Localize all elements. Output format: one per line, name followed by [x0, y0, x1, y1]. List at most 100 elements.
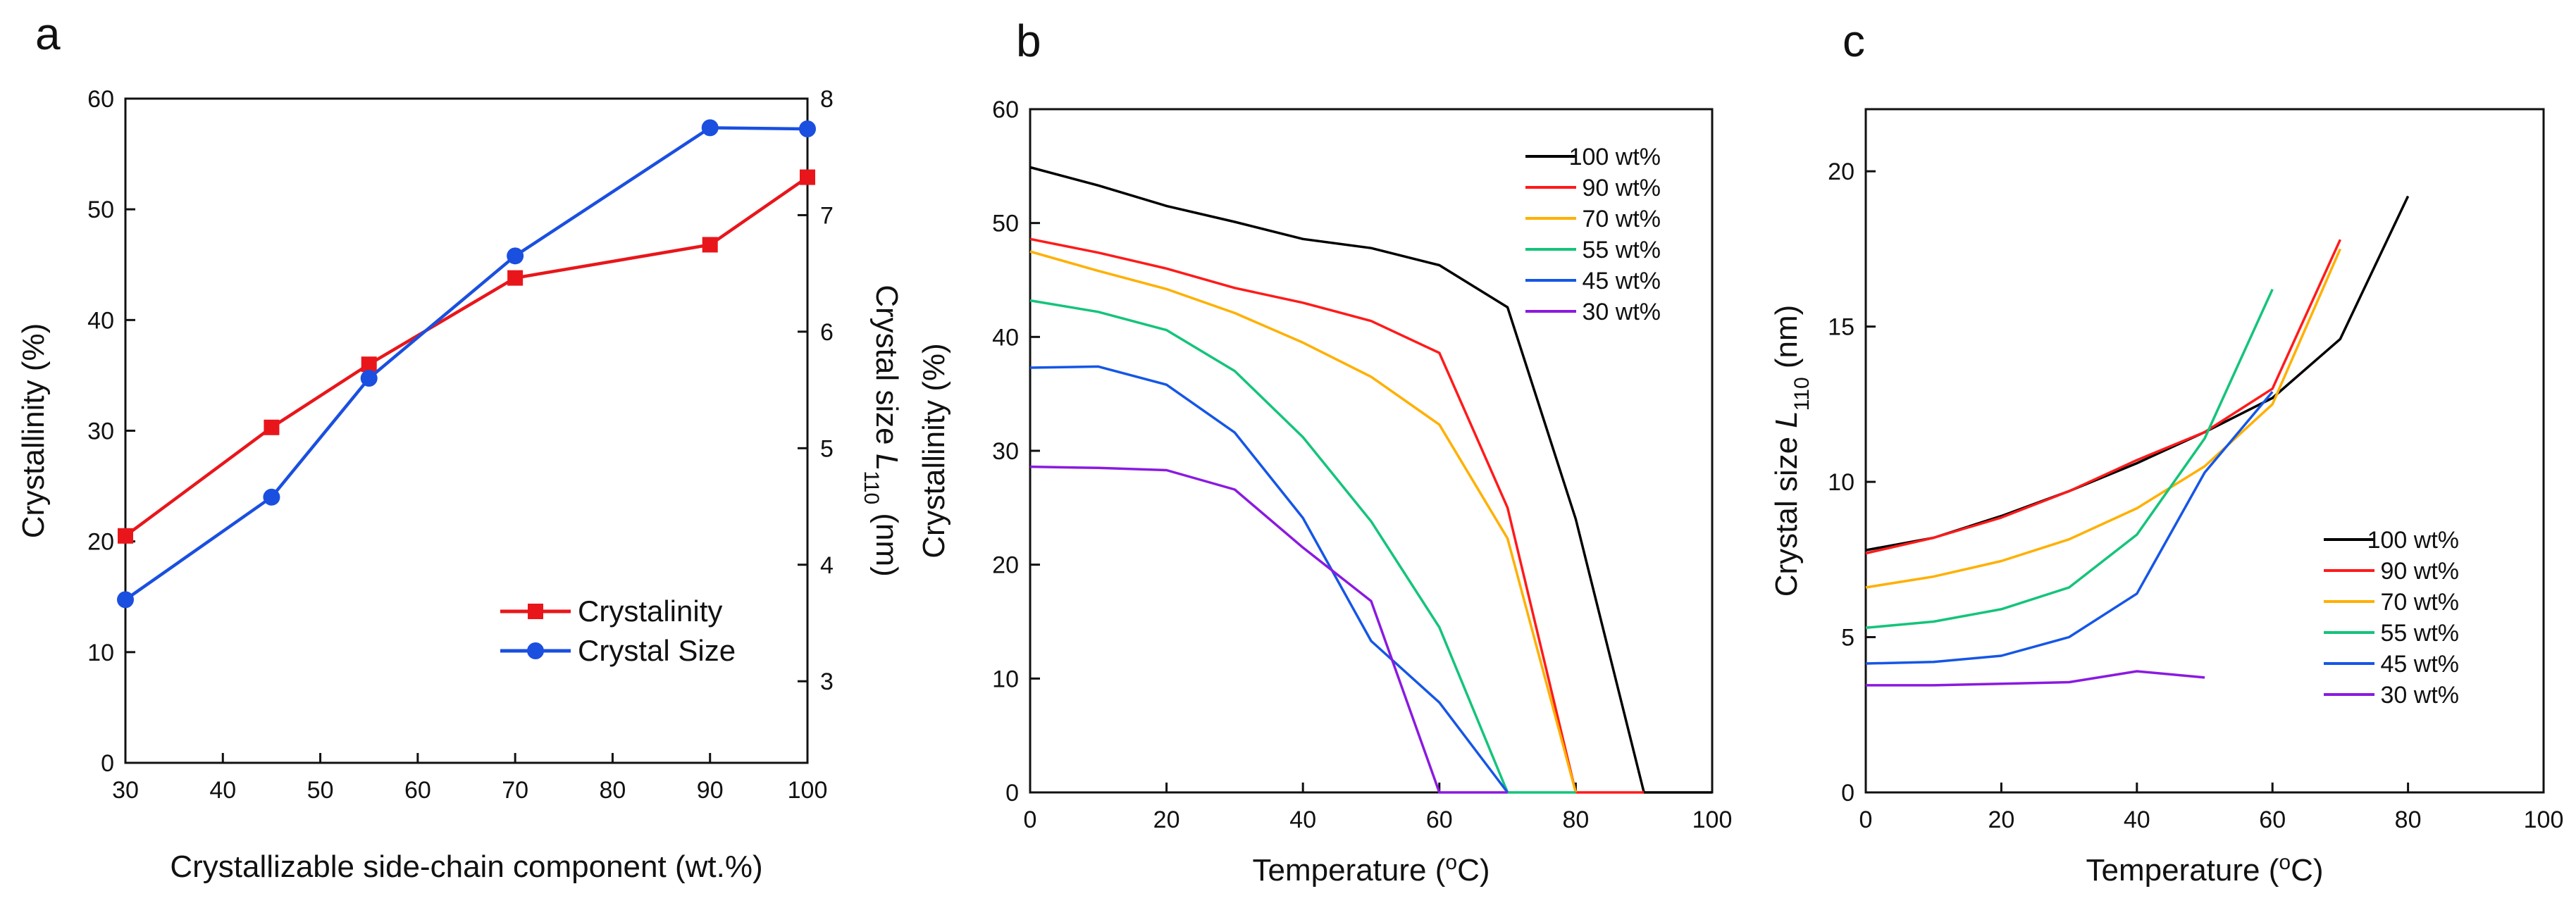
series-line [1865, 391, 2274, 665]
panel-label: b [1016, 15, 1041, 66]
x-tick-label: 100 [2524, 807, 2564, 833]
legend-label: 90 wt% [1583, 175, 1661, 201]
legend-label: 90 wt% [2381, 558, 2460, 585]
x-tick-label: 90 [697, 777, 724, 804]
data-point [263, 488, 280, 506]
series-line [1029, 299, 1576, 794]
y2-tick-label: 7 [820, 202, 834, 229]
y-tick-label: 60 [87, 86, 114, 113]
y2-tick-label: 4 [820, 552, 834, 579]
series-line [124, 175, 809, 537]
series-line [1865, 288, 2274, 630]
x-tick-label: 70 [502, 777, 528, 804]
legend: 100 wt% 90 wt% 70 wt% 55 wt% 45 wt% 30 wt% [1525, 144, 1661, 325]
y-tick-label: 10 [87, 640, 114, 666]
legend-label: 70 wt% [2381, 589, 2460, 616]
y-tick-label: 5 [1841, 625, 1854, 652]
chart-b: b 0 20 40 60 80 100 0 10 20 30 40 50 60 Temperature (o… [917, 15, 1732, 888]
series-line [124, 126, 808, 602]
legend: 100 wt% 90 wt% 70 wt% 55 wt% 45 wt% 30 wt% [2324, 527, 2459, 709]
x-tick-label: 30 [112, 777, 139, 804]
legend-label: 45 wt% [2381, 651, 2460, 678]
x-tick-label: 80 [1562, 807, 1589, 833]
y-tick-label: 20 [992, 552, 1019, 579]
y-tick-label: 15 [1828, 314, 1854, 341]
legend-marker [528, 604, 543, 619]
legend-marker [527, 642, 544, 659]
y-tick-label: 40 [992, 324, 1019, 351]
data-point [264, 419, 280, 435]
series-line [1029, 365, 1509, 794]
x-tick-label: 80 [600, 777, 626, 804]
series-line [1029, 166, 1712, 794]
legend-label: Crystalinity [578, 594, 722, 628]
x-tick-label: 60 [2259, 807, 2286, 833]
data-point [701, 119, 719, 137]
panel-label: c [1843, 15, 1865, 66]
y-tick-label: 0 [1005, 780, 1019, 807]
legend-label: 55 wt% [2381, 620, 2460, 647]
x-tick-label: 80 [2395, 807, 2422, 833]
x-tick-label: 0 [1859, 807, 1873, 833]
y2-tick-label: 6 [820, 319, 834, 346]
data-point [118, 528, 133, 544]
legend-label: 70 wt% [1583, 206, 1661, 232]
x-tick-label: 60 [404, 777, 431, 804]
y-tick-label: 50 [87, 197, 114, 223]
legend-label: 30 wt% [1583, 299, 1661, 325]
data-point [360, 370, 378, 387]
legend-label: 55 wt% [1583, 237, 1661, 263]
panel-label: a [35, 8, 61, 59]
y-tick-label: 10 [1828, 469, 1854, 496]
chart-a: a 30 40 50 60 70 80 90 100 0 10 20 30 40 50 60 3 4 5 6 7 8 Cry… [16, 8, 904, 884]
x-tick-label: 60 [1426, 807, 1453, 833]
legend-label: 100 wt% [2367, 527, 2459, 554]
x-tick-label: 40 [2124, 807, 2150, 833]
plot-frame [1864, 108, 2545, 794]
series-line [1029, 237, 1645, 794]
data-point [800, 169, 815, 185]
y-axis-label: Crystallinity (%) [917, 343, 951, 559]
chart-c: c 0 20 40 60 80 100 0 5 10 15 20 Temperature (oC) Cry… [1769, 15, 2563, 888]
y-axis-label: Crystal size L110 (nm) [1769, 305, 1814, 597]
data-point [361, 356, 377, 373]
y-tick-label: 10 [992, 666, 1019, 692]
legend-label: Crystal Size [578, 634, 736, 667]
y2-tick-label: 8 [820, 86, 834, 113]
y2-axis-label: Crystal size L110 (nm) [860, 285, 905, 577]
x-tick-label: 20 [1153, 807, 1180, 833]
y-tick-label: 30 [992, 438, 1019, 465]
legend-label: 100 wt% [1569, 144, 1661, 170]
y2-tick-label: 5 [820, 435, 834, 462]
y-axis-label: Crystallinity (%) [16, 323, 51, 539]
x-tick-label: 100 [1692, 807, 1733, 833]
x-tick-label: 50 [307, 777, 334, 804]
y-tick-label: 60 [992, 96, 1019, 123]
series-line [1865, 195, 2410, 552]
y-tick-label: 20 [87, 529, 114, 556]
series-line [1865, 239, 2341, 555]
data-point [702, 237, 718, 253]
y-tick-label: 0 [101, 750, 114, 777]
x-tick-label: 40 [1289, 807, 1316, 833]
legend: Crystalinity Crystal Size [500, 594, 736, 667]
x-tick-label: 40 [209, 777, 236, 804]
y-tick-label: 0 [1841, 780, 1854, 807]
y-tick-label: 40 [87, 307, 114, 334]
data-point [799, 120, 816, 138]
x-tick-label: 20 [1988, 807, 2014, 833]
y2-tick-label: 3 [820, 668, 834, 695]
x-axis-label: Crystallizable side-chain component (wt.… [170, 849, 762, 884]
series-line [1865, 248, 2342, 589]
data-point [507, 270, 524, 286]
y-tick-label: 30 [87, 418, 114, 445]
x-axis-label: Temperature (oC) [2086, 851, 2323, 888]
y-tick-label: 20 [1828, 158, 1854, 185]
legend-label: 30 wt% [2381, 682, 2460, 709]
data-point [507, 247, 524, 265]
series-line [1029, 465, 1508, 794]
y-tick-label: 50 [992, 211, 1019, 237]
series-line [1866, 670, 2205, 687]
legend-label: 45 wt% [1583, 268, 1661, 294]
x-axis-label: Temperature (oC) [1252, 851, 1490, 888]
